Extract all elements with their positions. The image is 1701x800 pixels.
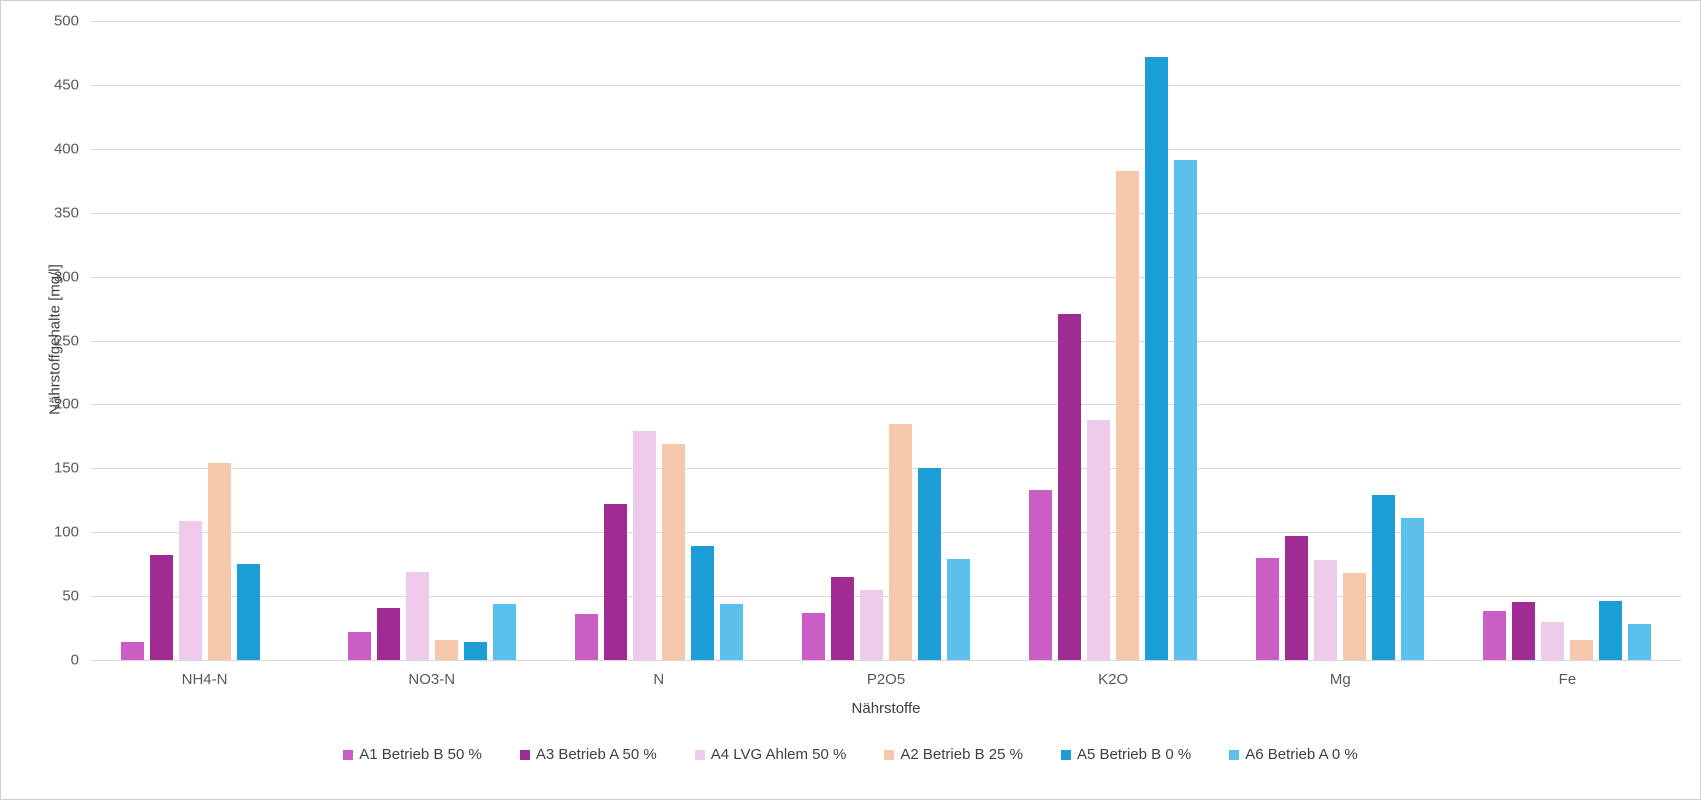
bar-NO3-N-series-5	[492, 603, 516, 660]
legend-item-2: A4 LVG Ahlem 50 %	[694, 746, 847, 763]
bar-Fe-series-1	[1512, 602, 1536, 660]
bar-P2O5-series-0	[802, 612, 825, 660]
bar-K2O-series-5	[1174, 160, 1198, 660]
gridline-250	[91, 340, 1681, 342]
x-category-label: K2O	[1098, 671, 1129, 688]
gridline-50	[91, 596, 1681, 598]
y-tick-label: 300	[53, 268, 79, 286]
y-tick-label: 0	[70, 651, 79, 669]
bar-NO3-N-series-1	[376, 607, 400, 660]
bar-NH4-N-series-2	[178, 520, 202, 660]
bar-K2O-series-0	[1029, 490, 1053, 660]
bar-K2O-series-1	[1058, 313, 1082, 660]
bar-P2O5-series-1	[831, 576, 854, 660]
legend-label: A1 Betrieb B 50 %	[359, 746, 482, 763]
legend-label: A4 LVG Ahlem 50 %	[710, 746, 847, 763]
y-tick-label: 50	[62, 587, 79, 605]
x-category-label: N	[653, 671, 665, 688]
bar-N-series-4	[690, 546, 714, 660]
legend-swatch	[343, 749, 354, 760]
legend-item-1: A3 Betrieb A 50 %	[519, 746, 657, 763]
x-category-label: Mg	[1329, 671, 1351, 688]
legend-swatch	[694, 749, 705, 760]
bar-N-series-5	[719, 603, 743, 660]
bar-NH4-N-series-4	[236, 564, 260, 660]
bar-NH4-N-series-3	[207, 463, 231, 660]
x-category-label: Fe	[1558, 671, 1577, 688]
legend-swatch	[884, 749, 895, 760]
bar-Mg-series-2	[1314, 560, 1338, 660]
bar-N-series-1	[603, 504, 627, 660]
x-category-label: P2O5	[866, 671, 906, 688]
bar-Mg-series-3	[1343, 573, 1367, 660]
bar-N-series-0	[574, 613, 598, 660]
bar-NO3-N-series-0	[347, 631, 371, 660]
y-tick-label: 350	[53, 204, 79, 222]
bar-P2O5-series-5	[947, 559, 970, 660]
y-tick-label: 100	[53, 523, 79, 541]
bar-Fe-series-2	[1541, 621, 1565, 660]
legend-swatch	[1229, 749, 1240, 760]
bar-N-series-2	[632, 431, 656, 660]
gridline-150	[91, 468, 1681, 470]
bar-P2O5-series-3	[889, 423, 912, 660]
bar-Fe-series-3	[1570, 639, 1594, 660]
legend-swatch	[519, 749, 530, 760]
bar-P2O5-series-2	[860, 589, 883, 660]
bar-NO3-N-series-2	[405, 571, 429, 660]
bar-Fe-series-0	[1483, 611, 1507, 660]
legend-label: A3 Betrieb A 50 %	[535, 746, 657, 763]
gridline-500	[91, 21, 1681, 22]
legend-swatch	[1060, 749, 1071, 760]
bar-K2O-series-2	[1087, 419, 1111, 660]
y-tick-label: 500	[53, 12, 79, 30]
legend-label: A6 Betrieb A 0 %	[1245, 746, 1358, 763]
legend-item-4: A5 Betrieb B 0 %	[1060, 746, 1192, 763]
bar-Mg-series-4	[1372, 495, 1396, 660]
legend-item-5: A6 Betrieb A 0 %	[1229, 746, 1358, 763]
gridline-100	[91, 532, 1681, 534]
bar-NH4-N-series-1	[149, 555, 173, 660]
legend: A1 Betrieb B 50 % A3 Betrieb A 50 % A4 LVG…	[1, 746, 1700, 763]
gridline-200	[91, 404, 1681, 406]
legend-label: A5 Betrieb B 0 %	[1076, 746, 1192, 763]
bar-K2O-series-4	[1145, 56, 1169, 660]
y-tick-label: 250	[53, 332, 79, 349]
y-tick-label: 450	[53, 76, 79, 94]
bar-Fe-series-5	[1628, 624, 1652, 660]
legend-item-0: A1 Betrieb B 50 %	[343, 746, 482, 763]
bar-Mg-series-0	[1256, 557, 1280, 660]
gridline-350	[91, 212, 1681, 214]
gridline-400	[91, 148, 1681, 150]
y-tick-label: 150	[53, 459, 79, 477]
gridline-300	[91, 276, 1681, 278]
bar-N-series-3	[661, 444, 685, 660]
y-tick-label: 400	[53, 140, 79, 158]
gridline-450	[91, 84, 1681, 86]
bar-NO3-N-series-3	[434, 639, 458, 660]
legend-label: A2 Betrieb B 25 %	[900, 746, 1023, 763]
legend-item-3: A2 Betrieb B 25 %	[884, 746, 1023, 763]
bar-K2O-series-3	[1116, 170, 1140, 660]
x-axis-title: Nährstoffe	[851, 700, 921, 717]
y-tick-label: 200	[53, 395, 79, 413]
gridline-0	[91, 660, 1681, 661]
x-category-label: NO3-N	[408, 671, 456, 688]
x-category-label: NH4-N	[181, 671, 228, 688]
bar-Mg-series-5	[1401, 518, 1425, 660]
bar-Mg-series-1	[1285, 536, 1309, 660]
bar-Fe-series-4	[1599, 601, 1623, 660]
bar-NH4-N-series-0	[120, 642, 144, 660]
bar-P2O5-series-4	[918, 468, 941, 660]
bar-NO3-N-series-4	[463, 642, 487, 660]
